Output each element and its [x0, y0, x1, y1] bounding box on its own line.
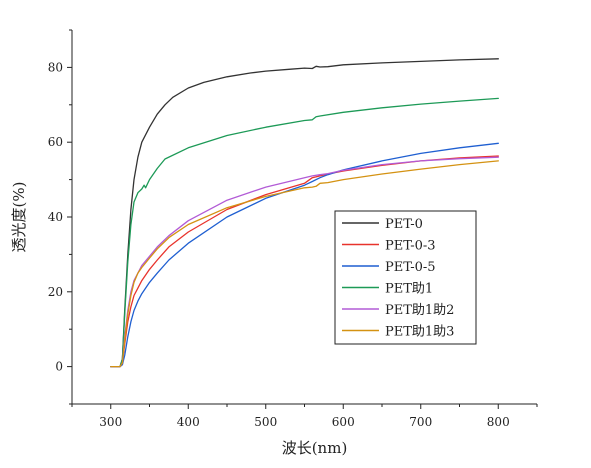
x-axis-title: 波长(nm) [282, 439, 348, 457]
y-axis-title: 透光度(%) [10, 182, 28, 253]
y-tick-label: 0 [55, 360, 63, 374]
legend-label-3: PET-0-5 [385, 260, 436, 275]
legend-label-6: PET助1助3 [385, 325, 454, 340]
x-tick-label: 400 [177, 415, 200, 429]
y-tick-label: 40 [48, 210, 63, 224]
legend-label-2: PET-0-3 [385, 239, 436, 254]
legend-box [334, 210, 477, 345]
x-tick-label: 600 [332, 415, 355, 429]
series-line-3 [110, 142, 499, 368]
axes: 300 400 500 600 700 800 0 20 40 60 80 [48, 29, 538, 429]
series-line-2 [110, 155, 499, 368]
legend: PET-0 PET-0-3 PET-0-5 PET助1 PET助1助2 PET助1助3 [334, 210, 477, 345]
y-tick-label: 60 [48, 135, 63, 149]
x-tick-label: 700 [409, 415, 432, 429]
y-tick-label: 80 [48, 60, 63, 74]
x-tick-label: 800 [487, 415, 510, 429]
y-tick-label: 20 [48, 285, 63, 299]
legend-label-4: PET助1 [385, 282, 433, 297]
series-group [110, 58, 499, 368]
legend-label-1: PET-0 [385, 217, 423, 232]
series-line-6 [110, 160, 499, 368]
x-tick-label: 300 [99, 415, 122, 429]
series-line-1 [110, 58, 499, 368]
legend-label-5: PET助1助2 [385, 303, 454, 318]
series-line-4 [110, 97, 499, 368]
x-tick-label: 500 [254, 415, 277, 429]
